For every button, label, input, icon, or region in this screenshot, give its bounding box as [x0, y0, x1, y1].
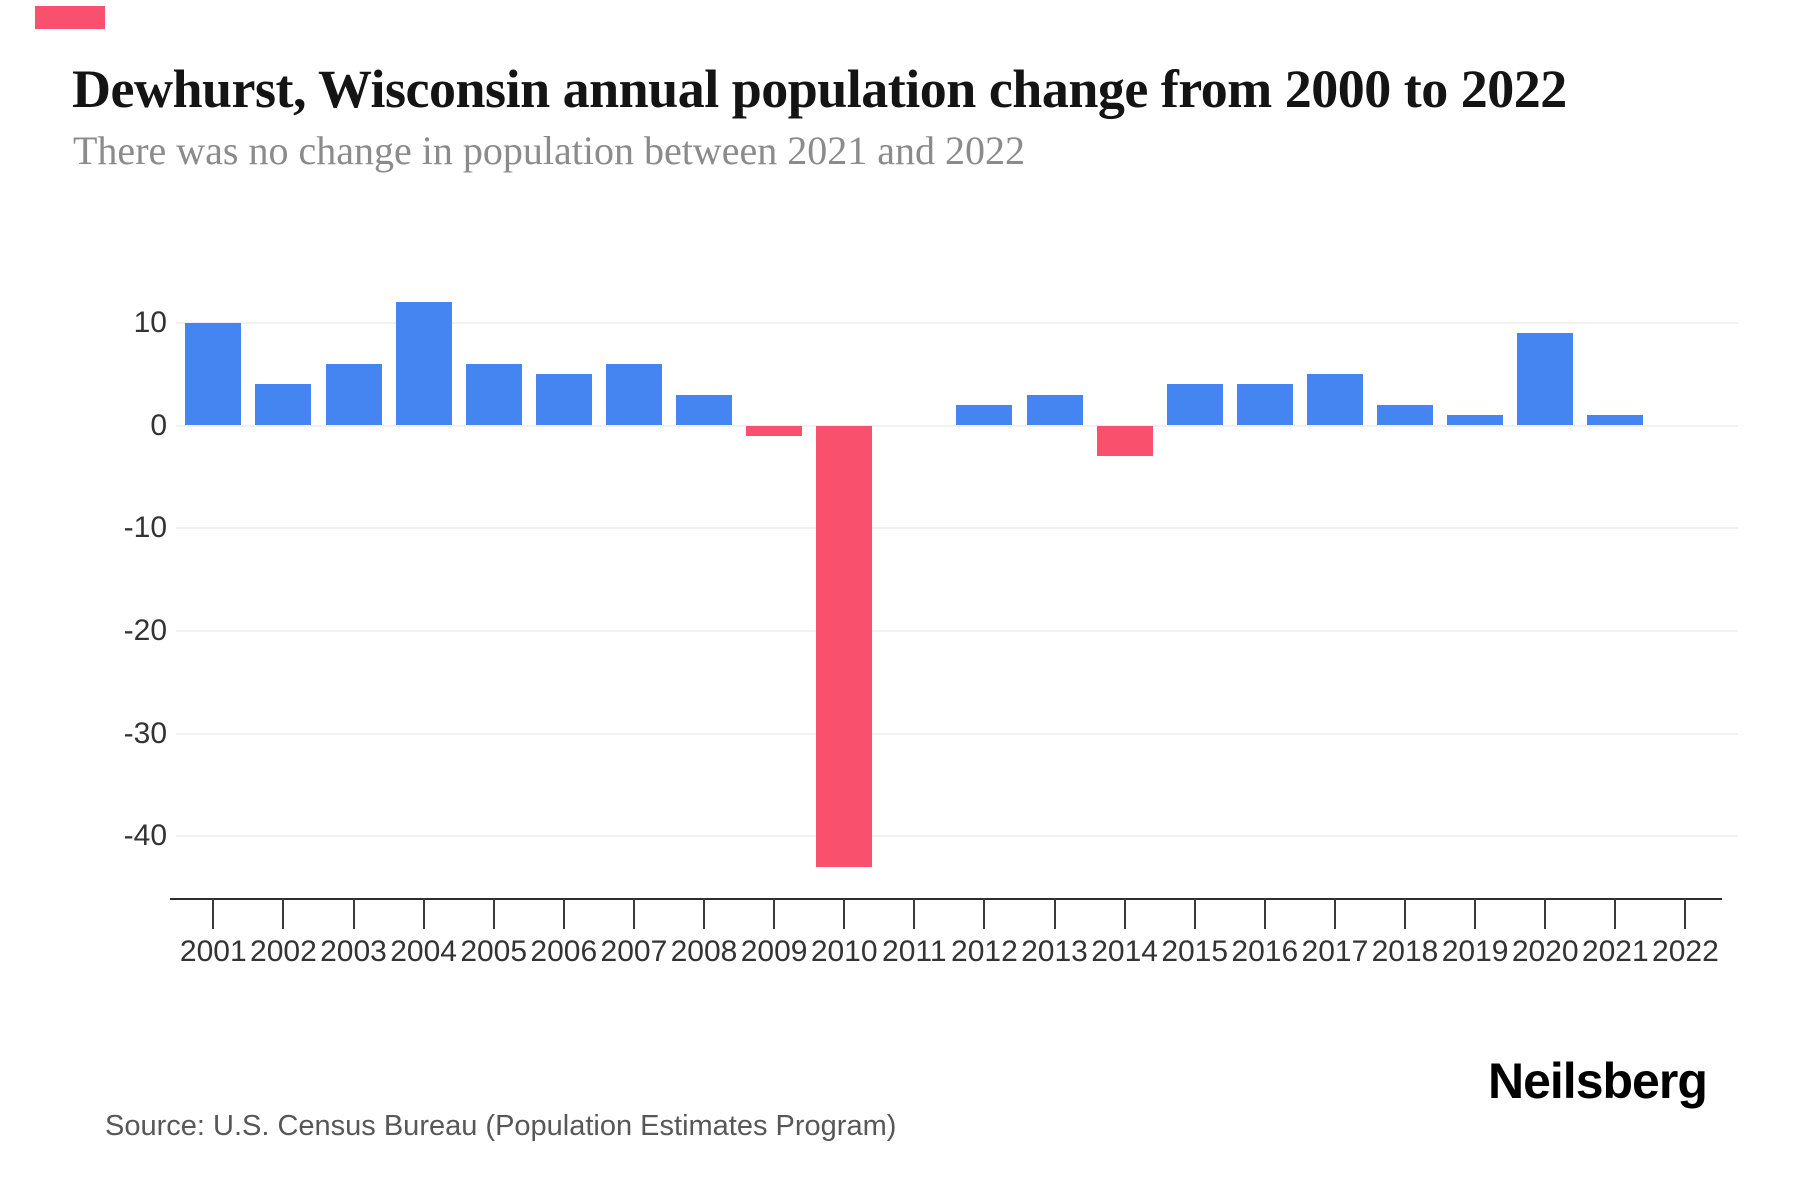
axis-tick — [1544, 898, 1547, 929]
gridline — [176, 321, 1738, 324]
bar-2012 — [956, 404, 1013, 426]
x-tick-label: 2002 — [250, 935, 317, 968]
bar-2016 — [1236, 384, 1293, 426]
axis-tick — [632, 898, 635, 929]
x-tick-label: 2007 — [600, 935, 668, 968]
x-tick-label: 2013 — [1021, 935, 1088, 968]
axis-tick — [212, 898, 215, 929]
bar-2019 — [1447, 415, 1504, 426]
axis-tick — [492, 898, 495, 929]
bar-2015 — [1166, 384, 1223, 426]
bar-2014 — [1096, 425, 1153, 457]
chart-title: Dewhurst, Wisconsin annual population ch… — [72, 59, 1567, 119]
axis-tick — [422, 898, 425, 929]
y-tick-label: 10 — [133, 305, 167, 339]
x-tick-label: 2020 — [1511, 935, 1579, 968]
x-tick-label: 2021 — [1581, 935, 1649, 968]
axis-tick — [1333, 898, 1336, 929]
x-tick-label: 2004 — [390, 935, 457, 968]
neilsberg-logo: Neilsberg — [1488, 1053, 1708, 1109]
bar-2021 — [1587, 415, 1644, 426]
axis-tick — [773, 898, 776, 929]
brand-accent-mark — [35, 6, 105, 29]
bar-2003 — [325, 363, 382, 426]
bar-2002 — [255, 384, 312, 426]
bar-2018 — [1377, 404, 1433, 426]
axis-tick — [282, 898, 285, 929]
x-tick-label: 2008 — [670, 935, 738, 968]
axis-tick — [1263, 898, 1266, 929]
x-tick-label: 2001 — [179, 935, 247, 968]
bar-2004 — [395, 302, 452, 426]
gridline — [176, 527, 1738, 530]
y-tick-label: -30 — [123, 716, 167, 750]
y-tick-label: -10 — [123, 511, 167, 545]
x-tick-label: 2003 — [320, 935, 387, 968]
x-tick-label: 2009 — [740, 935, 808, 968]
gridline — [176, 424, 1738, 427]
axis-tick — [1614, 898, 1617, 929]
y-tick-label: -20 — [123, 613, 167, 647]
bar-2013 — [1026, 394, 1083, 426]
bar-2007 — [605, 363, 662, 426]
axis-tick — [562, 898, 565, 929]
bar-2005 — [465, 363, 522, 426]
x-axis-line — [170, 898, 1722, 900]
bar-2006 — [535, 374, 592, 426]
bar-2001 — [185, 322, 242, 426]
axis-tick — [983, 898, 986, 929]
y-tick-label: -40 — [123, 819, 167, 853]
x-tick-label: 2015 — [1161, 935, 1229, 968]
x-tick-label: 2005 — [460, 935, 528, 968]
bar-2009 — [746, 425, 803, 436]
gridline — [176, 732, 1738, 735]
source-attribution: Source: U.S. Census Bureau (Population E… — [105, 1110, 897, 1142]
x-tick-label: 2006 — [530, 935, 598, 968]
x-tick-label: 2022 — [1652, 935, 1719, 968]
axis-tick — [352, 898, 355, 929]
axis-tick — [1123, 898, 1126, 929]
bar-2010 — [816, 425, 873, 868]
axis-tick — [1474, 898, 1477, 929]
x-tick-label: 2011 — [882, 935, 947, 968]
gridline — [176, 835, 1738, 838]
axis-tick — [703, 898, 705, 929]
bar-2020 — [1517, 333, 1574, 426]
axis-tick — [1684, 898, 1687, 929]
x-tick-label: 2017 — [1301, 935, 1369, 968]
x-tick-label: 2016 — [1231, 935, 1299, 968]
x-tick-label: 2012 — [951, 935, 1018, 968]
axis-tick — [1404, 898, 1406, 929]
bar-2008 — [676, 394, 732, 426]
bar-2017 — [1306, 374, 1363, 426]
x-tick-label: 2019 — [1441, 935, 1509, 968]
gridline — [176, 629, 1738, 632]
x-tick-label: 2014 — [1091, 935, 1158, 968]
y-tick-label: 0 — [150, 408, 167, 442]
axis-tick — [1053, 898, 1056, 929]
axis-tick — [843, 898, 846, 929]
axis-tick — [913, 898, 916, 929]
chart-subtitle: There was no change in population betwee… — [73, 128, 1025, 173]
x-tick-label: 2018 — [1371, 935, 1439, 968]
axis-tick — [1193, 898, 1196, 929]
x-tick-label: 2010 — [810, 935, 878, 968]
